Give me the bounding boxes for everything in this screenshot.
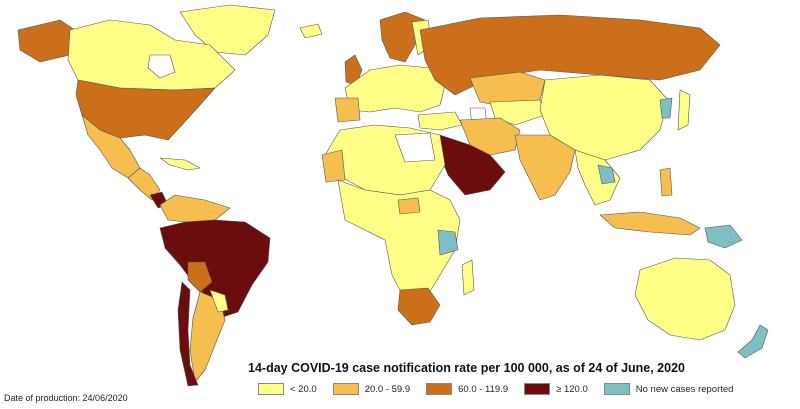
legend-label: 60.0 - 119.9 xyxy=(458,383,509,395)
region-china xyxy=(539,74,669,161)
legend-swatch xyxy=(426,383,453,395)
region-brazil-peru xyxy=(159,219,271,319)
region-europe xyxy=(344,64,446,113)
region-north-south-america xyxy=(159,194,231,223)
legend-swatch xyxy=(332,383,359,395)
region-greenland xyxy=(179,4,276,56)
region-india xyxy=(514,134,576,201)
legend-swatch xyxy=(603,383,630,395)
legend-item-gte120: ≥ 120.0 xyxy=(524,383,588,395)
region-central-america xyxy=(127,167,161,201)
date-of-production: Date of production: 24/06/2020 xyxy=(4,393,128,403)
region-australia xyxy=(634,257,736,341)
region-southeast-asia xyxy=(574,149,621,206)
legend: < 20.0 20.0 - 59.9 60.0 - 119.9 ≥ 120.0 … xyxy=(258,383,749,395)
legend-item-no-new-cases: No new cases reported xyxy=(603,383,734,395)
region-chile xyxy=(177,281,199,387)
map-title: 14-day COVID-19 case notification rate p… xyxy=(248,361,685,375)
legend-item-60-119: 60.0 - 119.9 xyxy=(426,383,508,395)
legend-label: No new cases reported xyxy=(635,383,734,395)
region-indonesia xyxy=(599,211,701,236)
legend-label: ≥ 120.0 xyxy=(556,383,588,395)
legend-item-lt20: < 20.0 xyxy=(258,383,317,395)
legend-swatch xyxy=(258,383,284,395)
region-central-africa xyxy=(337,179,461,301)
region-south-africa xyxy=(397,287,441,326)
legend-label: 20.0 - 59.9 xyxy=(364,383,411,395)
legend-swatch xyxy=(524,383,551,395)
region-alaska xyxy=(17,19,76,63)
legend-item-20-59: 20.0 - 59.9 xyxy=(332,383,411,395)
legend-label: < 20.0 xyxy=(290,383,317,395)
